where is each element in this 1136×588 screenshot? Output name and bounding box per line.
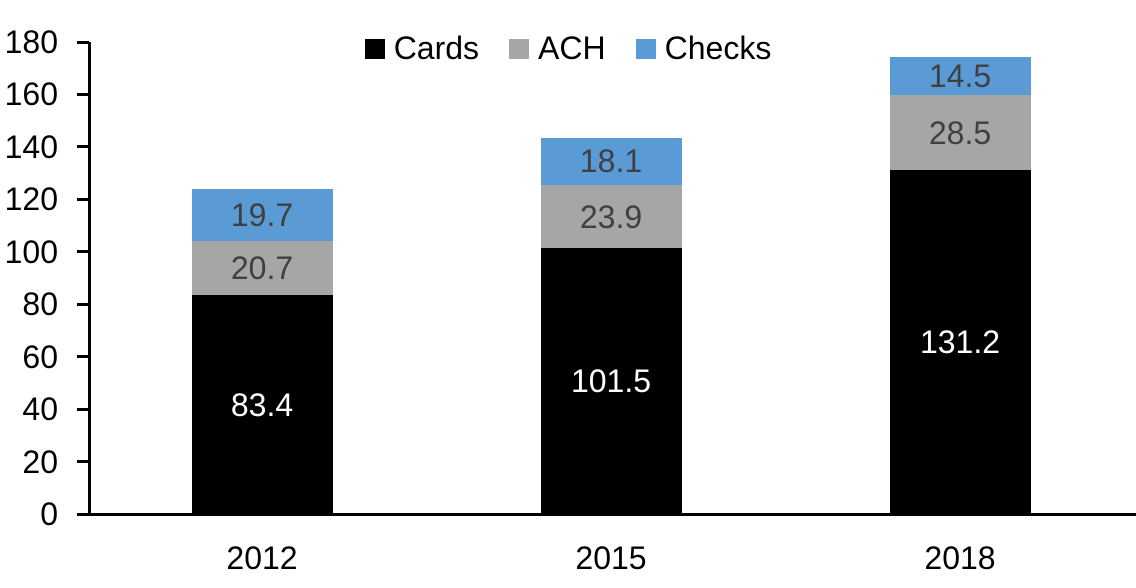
bar-segment-checks-2018: 14.5 (889, 57, 1031, 96)
y-axis-tick (77, 355, 89, 359)
y-axis-tick-label: 100 (4, 233, 58, 270)
bar-segment-ach-2012: 20.7 (191, 241, 333, 296)
bar-segment-cards-2018: 131.2 (889, 169, 1031, 514)
y-axis-tick (77, 302, 89, 306)
y-axis-tick (77, 460, 89, 464)
x-axis-line (77, 513, 1136, 516)
legend-swatch-checks-icon (635, 38, 656, 59)
y-axis-tick-label: 120 (4, 181, 58, 218)
y-axis-tick-label: 20 (22, 443, 58, 480)
y-axis-tick (77, 512, 89, 516)
y-axis-tick (77, 145, 89, 149)
bar-value-label: 101.5 (570, 362, 652, 399)
y-axis-tick-label: 180 (4, 24, 58, 60)
y-axis-tick-label: 140 (4, 128, 58, 165)
y-axis-tick (77, 92, 89, 96)
y-axis-tick-label: 40 (22, 391, 58, 428)
bar-value-label: 18.1 (579, 143, 643, 180)
bar-segment-ach-2018: 28.5 (889, 95, 1031, 170)
legend-swatch-cards-icon (364, 38, 385, 59)
y-axis-tick-label: 80 (22, 286, 58, 323)
x-axis-category-label: 2012 (226, 540, 298, 576)
y-axis-tick-label: 60 (22, 338, 58, 375)
legend-label-cards: Cards (393, 30, 480, 66)
y-axis-tick (77, 40, 89, 44)
bar-value-label: 14.5 (928, 58, 992, 95)
legend-item-cards: Cards (364, 30, 480, 66)
bar-segment-checks-2012: 19.7 (191, 189, 333, 242)
bar-value-label: 23.9 (579, 198, 643, 235)
bar-segment-checks-2015: 18.1 (540, 137, 682, 186)
chart-legend: Cards ACH Checks (0, 30, 1136, 66)
legend-item-ach: ACH (509, 30, 606, 66)
bar-value-label: 28.5 (928, 114, 992, 151)
y-axis-tick (77, 250, 89, 254)
legend-label-checks: Checks (664, 30, 772, 66)
bar-segment-cards-2012: 83.4 (191, 295, 333, 514)
x-axis-category-label: 2015 (575, 540, 647, 576)
bar-segment-ach-2015: 23.9 (540, 185, 682, 248)
legend-swatch-ach-icon (509, 38, 530, 59)
legend-item-checks: Checks (635, 30, 772, 66)
y-axis-tick-label: 0 (40, 496, 58, 532)
y-axis-line (88, 42, 91, 516)
y-axis-tick (77, 197, 89, 201)
y-axis-tick-label: 160 (4, 76, 58, 113)
x-axis-category-label: 2018 (924, 540, 996, 576)
bar-value-label: 83.4 (230, 386, 294, 423)
bar-segment-cards-2015: 101.5 (540, 247, 682, 514)
bar-value-label: 131.2 (919, 323, 1001, 360)
bar-value-label: 19.7 (230, 197, 294, 234)
bar-value-label: 20.7 (230, 250, 294, 287)
y-axis-tick (77, 407, 89, 411)
legend-label-ach: ACH (538, 30, 606, 66)
